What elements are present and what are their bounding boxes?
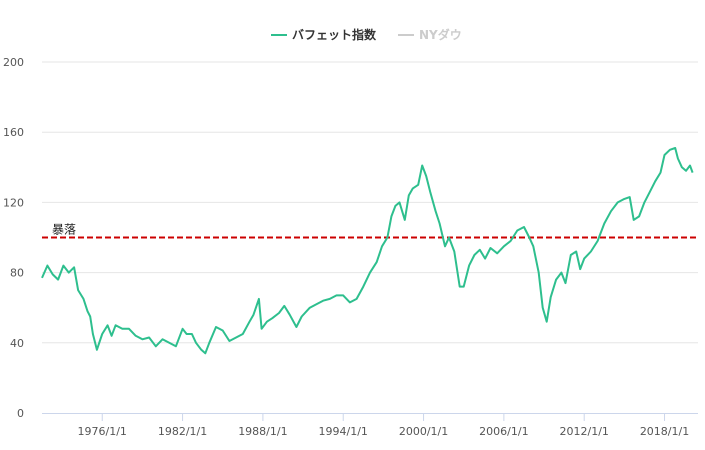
y-tick-label-80: 80 (10, 267, 24, 280)
reference-line-label-0: 暴落 (52, 223, 76, 237)
x-tick-label-4: 2000/1/1 (399, 425, 448, 438)
y-tick-label-200: 200 (3, 56, 24, 69)
y-tick-label-40: 40 (10, 337, 24, 350)
x-axis: 1976/1/1 1982/1/1 1988/1/1 1994/1/1 2000/1/1… (42, 413, 698, 438)
legend-label-1: NYダウ (419, 27, 462, 42)
grid-lines (42, 61, 698, 344)
reference-line-layer: 暴落 (42, 223, 698, 239)
x-tick-label-6: 2012/1/1 (560, 425, 609, 438)
legend-label-0: バフェット指数 (292, 27, 377, 42)
x-tick-label-7: 2018/1/1 (640, 425, 689, 438)
x-tick-label-2: 1988/1/1 (238, 425, 287, 438)
x-tick-label-0: 1976/1/1 (78, 425, 127, 438)
x-tick-label-3: 1994/1/1 (319, 425, 368, 438)
legend: バフェット指数 NYダウ (271, 27, 462, 42)
y-tick-label-0: 0 (17, 407, 24, 420)
x-tick-label-5: 2006/1/1 (479, 425, 528, 438)
x-tick-label-1: 1982/1/1 (158, 425, 207, 438)
y-tick-label-160: 160 (3, 126, 24, 139)
series-line-0 (41, 147, 694, 355)
y-axis-ticks: 0 40 80 120 160 200 (3, 56, 24, 420)
y-tick-label-120: 120 (3, 196, 24, 209)
series-layer (41, 147, 694, 355)
